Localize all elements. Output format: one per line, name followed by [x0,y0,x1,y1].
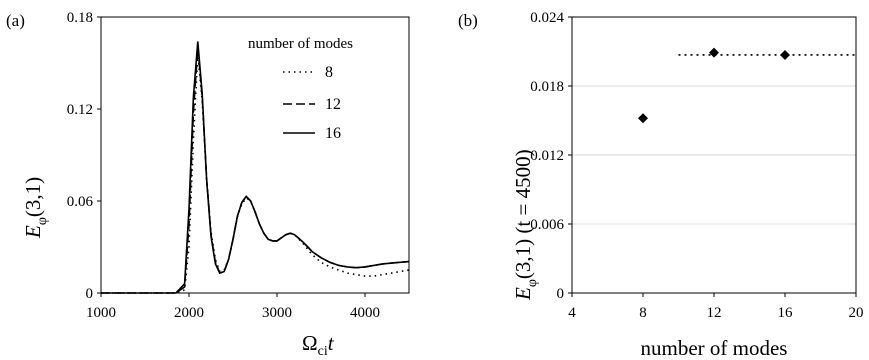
x-tick-label: 4 [568,305,576,321]
x-tick-label: 1000 [86,305,116,321]
panel-b-ticks: 4 8 12 16 20 0 0.006 0.012 0.018 0.024 [530,10,863,321]
panel-b-series [638,47,856,124]
panel-b: (b) 4 8 12 16 20 0 0.006 0.012 0.018 0.024 number… [458,10,864,360]
panel-a-x-axis-title: Ωcit [302,331,335,359]
y-tick-label: 0.12 [67,102,93,118]
legend-label-8: 8 [325,64,333,81]
y-tick-label: 0 [557,286,565,302]
x-tick-label: 8 [639,305,647,321]
x-tick-label: 20 [849,305,864,321]
panel-a-legend: number of modes 8 12 16 [248,36,353,142]
legend-title: number of modes [248,36,353,52]
x-tick-label: 2000 [174,305,204,321]
data-point-12-modes [709,47,719,58]
x-tick-label: 12 [707,305,722,321]
y-tick-label: 0.012 [530,148,564,164]
x-tick-label: 16 [778,305,794,321]
legend-label-16: 16 [325,125,341,142]
panel-b-gridlines [572,85,856,225]
panel-a-y-axis-title: Eφ(3,1) [21,177,50,239]
y-tick-label: 0.18 [67,10,93,26]
series-line-16-modes [101,41,410,294]
panel-a: (a) 1000 2000 3000 4000 0 0.06 0.12 0.18 number… [6,10,410,359]
x-tick-label: 3000 [262,305,292,321]
panel-a-ticks: 1000 2000 3000 4000 0 0.06 0.12 0.18 [67,10,380,321]
series-line-12-modes [101,47,410,294]
series-line-8-modes [101,53,410,294]
legend-label-12: 12 [325,96,341,113]
panel-b-y-axis-title: Eφ(3,1) (t = 4500) [511,149,540,301]
data-point-8-modes [638,113,648,124]
panel-b-x-axis-title: number of modes [641,336,788,360]
panel-a-plot-area [100,16,410,294]
y-tick-label: 0.06 [67,194,94,210]
y-tick-label: 0.024 [530,10,564,26]
panel-a-label: (a) [6,11,25,30]
y-tick-label: 0.006 [530,217,564,233]
panel-a-series [101,41,410,294]
x-tick-label: 4000 [350,305,380,321]
panel-b-label: (b) [458,11,478,30]
y-tick-label: 0 [86,286,94,302]
y-tick-label: 0.018 [530,79,564,95]
data-point-16-modes [780,49,790,60]
